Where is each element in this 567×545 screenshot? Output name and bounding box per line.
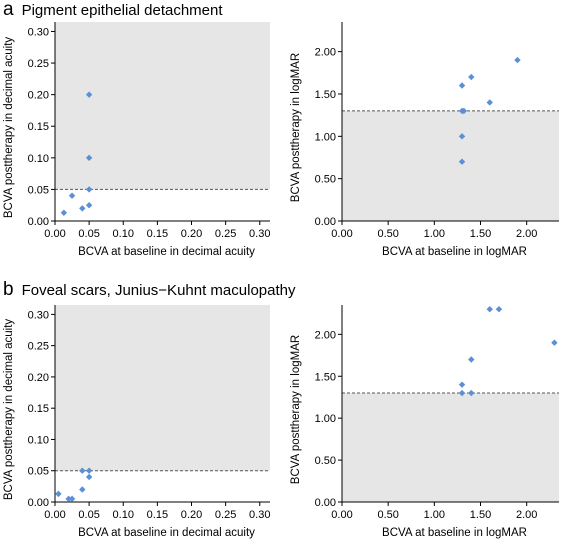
data-point xyxy=(468,389,475,397)
y-axis-label: BCVA posttherapy in decimal acuity xyxy=(3,319,15,501)
panel-b-title: b Foveal scars, Junius−Kuhnt maculopathy xyxy=(3,279,295,301)
plot-3: 0.00 0.05 0.10 0.15 0.20 0.25 0.30 0.00 0.05 0.10… xyxy=(3,305,270,539)
data-point xyxy=(468,356,475,363)
x-tick-label: 0.05 xyxy=(78,509,99,521)
data-point xyxy=(460,107,468,115)
y-tick-label: 0.00 xyxy=(28,497,49,509)
data-point xyxy=(551,339,558,346)
data-point xyxy=(495,305,503,313)
y-tick-label: 0.00 xyxy=(315,216,336,228)
x-tick-label: 1.50 xyxy=(470,228,491,240)
x-tick-label: 1.50 xyxy=(470,509,491,521)
shaded-region xyxy=(55,22,270,190)
y-tick-label: 0.05 xyxy=(28,184,49,196)
y-tick-label: 0.05 xyxy=(28,466,49,478)
data-point xyxy=(458,381,466,388)
x-tick-label: 1.00 xyxy=(424,509,445,521)
y-tick-label: 0.25 xyxy=(28,341,49,353)
y-tick-label: 0.00 xyxy=(28,216,49,228)
data-point xyxy=(60,209,68,216)
panel-b-title-text: Foveal scars, Junius−Kuhnt maculopathy xyxy=(21,282,296,299)
x-tick-label: 0.10 xyxy=(113,228,134,240)
panel-a-letter: a xyxy=(3,0,14,20)
data-point xyxy=(68,192,76,199)
x-tick-label: 0.00 xyxy=(44,228,65,240)
data-point xyxy=(79,467,86,474)
x-tick-label: 0.30 xyxy=(249,509,270,521)
x-axis-label: BCVA at baseline in logMAR xyxy=(382,527,527,539)
panel-a-title-text: Pigment epithelial detachment xyxy=(21,2,223,19)
x-tick-label: 0.20 xyxy=(181,228,202,240)
y-tick-label: 0.00 xyxy=(315,497,336,509)
data-point xyxy=(55,490,62,498)
data-point xyxy=(85,186,93,193)
y-tick-label: 2.00 xyxy=(315,329,336,341)
y-tick-label: 2.00 xyxy=(315,47,336,59)
plot-2: 0.00 0.50 1.00 1.50 2.00 0.00 0.50 1.00 1.50 2.00… xyxy=(290,22,559,258)
panel-b-letter: b xyxy=(3,279,14,300)
x-tick-label: 0.05 xyxy=(78,228,99,240)
y-tick-label: 0.10 xyxy=(28,153,49,165)
data-point xyxy=(85,467,93,474)
data-point xyxy=(85,154,93,162)
y-tick-label: 0.20 xyxy=(28,372,49,384)
y-tick-label: 0.15 xyxy=(28,121,49,133)
data-point xyxy=(458,389,466,397)
data-point xyxy=(458,133,466,140)
y-tick-label: 0.30 xyxy=(28,309,49,321)
y-axis-label: BCVA posttherapy in logMAR xyxy=(290,335,302,484)
data-point xyxy=(458,158,466,165)
shaded-region xyxy=(55,305,270,471)
data-point xyxy=(468,73,475,81)
y-tick-label: 0.10 xyxy=(28,434,49,446)
data-point xyxy=(79,486,86,493)
x-tick-label: 2.00 xyxy=(516,509,537,521)
x-tick-label: 0.15 xyxy=(147,509,168,521)
y-tick-label: 1.50 xyxy=(315,89,336,101)
y-tick-label: 1.50 xyxy=(315,371,336,383)
x-tick-label: 2.00 xyxy=(516,228,537,240)
x-tick-label: 0.00 xyxy=(44,509,65,521)
plot-1: 0.00 0.05 0.10 0.15 0.20 0.25 0.30 0.00 0.05 0.10… xyxy=(3,22,270,258)
y-axis-label: BCVA posttherapy in decimal acuity xyxy=(3,37,15,219)
data-point xyxy=(85,202,93,209)
data-point xyxy=(79,205,86,212)
y-tick-label: 0.30 xyxy=(28,26,49,38)
data-point xyxy=(458,82,466,89)
data-point xyxy=(65,495,72,503)
data-point xyxy=(486,99,493,106)
x-tick-label: 0.50 xyxy=(377,509,398,521)
y-tick-label: 1.00 xyxy=(315,413,336,425)
y-axis-label: BCVA posttherapy in logMAR xyxy=(290,53,302,202)
x-tick-label: 0.25 xyxy=(215,228,236,240)
x-tick-label: 0.00 xyxy=(331,509,352,521)
x-tick-label: 0.00 xyxy=(331,228,352,240)
x-tick-label: 0.30 xyxy=(249,228,270,240)
y-tick-label: 0.20 xyxy=(28,90,49,102)
x-axis-label: BCVA at baseline in decimal acuity xyxy=(78,527,255,539)
plot-4: 0.00 0.50 1.00 1.50 2.00 0.00 0.50 1.00 1.50 2.00… xyxy=(290,305,559,539)
x-tick-label: 0.20 xyxy=(181,509,202,521)
x-tick-label: 1.00 xyxy=(424,228,445,240)
y-tick-label: 0.15 xyxy=(28,403,49,415)
data-point xyxy=(486,305,493,313)
data-point xyxy=(68,495,76,503)
x-axis-label: BCVA at baseline in decimal acuity xyxy=(78,246,255,258)
x-tick-label: 0.25 xyxy=(215,509,236,521)
shaded-region xyxy=(342,393,559,502)
data-point xyxy=(514,56,521,64)
x-tick-label: 0.15 xyxy=(147,228,168,240)
x-axis-label: BCVA at baseline in logMAR xyxy=(382,246,527,258)
panel-a-title: a Pigment epithelial detachment xyxy=(3,0,223,21)
y-tick-label: 1.00 xyxy=(315,131,336,143)
y-tick-label: 0.25 xyxy=(28,58,49,70)
data-point xyxy=(85,473,93,481)
x-tick-label: 0.10 xyxy=(113,509,134,521)
shaded-region xyxy=(342,110,559,221)
x-tick-label: 0.50 xyxy=(377,228,398,240)
y-tick-label: 0.50 xyxy=(315,174,336,186)
y-tick-label: 0.50 xyxy=(315,455,336,467)
data-point xyxy=(85,91,93,98)
